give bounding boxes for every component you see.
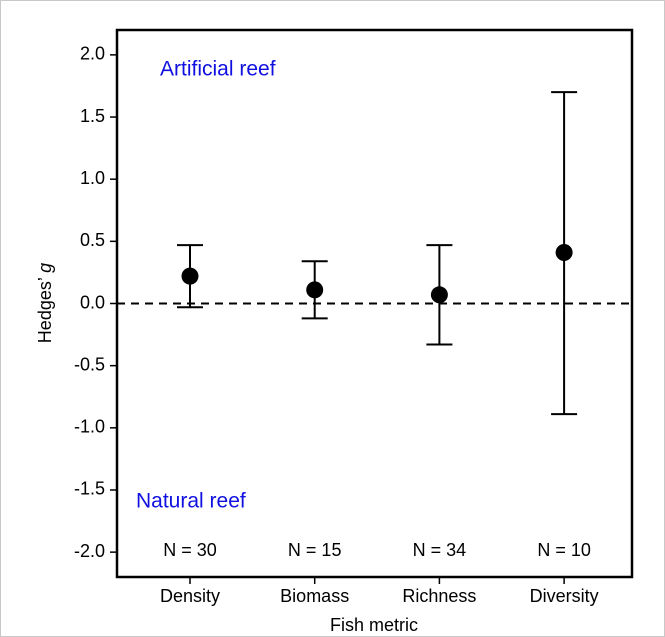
- y-label-italic: g: [35, 263, 55, 273]
- point: [430, 286, 448, 304]
- x-axis-label: Fish metric: [330, 615, 418, 635]
- y-tick-label: -0.5: [74, 354, 105, 374]
- x-tick-label: Biomass: [280, 586, 349, 606]
- point: [181, 267, 199, 285]
- y-tick-label: -2.0: [74, 541, 105, 561]
- annotation: Natural reef: [136, 490, 246, 513]
- point: [306, 281, 324, 299]
- x-tick-label: Diversity: [530, 586, 599, 606]
- n-label: N = 15: [288, 540, 342, 560]
- y-tick-label: 2.0: [80, 44, 105, 64]
- n-label: N = 34: [413, 540, 467, 560]
- annotation: Artificial reef: [160, 58, 276, 81]
- y-tick-label: -1.5: [74, 479, 105, 499]
- n-label: N = 30: [163, 540, 217, 560]
- y-tick-label: 0.5: [80, 230, 105, 250]
- n-label: N = 10: [537, 540, 591, 560]
- x-tick-label: Richness: [402, 586, 476, 606]
- x-tick-label: Density: [160, 586, 220, 606]
- y-tick-label: -1.0: [74, 417, 105, 437]
- plot-frame: [115, 28, 634, 579]
- y-axis-label: Hedges’ g: [35, 263, 55, 343]
- y-tick-label: 1.0: [80, 168, 105, 188]
- y-tick-label: 0.0: [80, 292, 105, 312]
- y-tick-label: 1.5: [80, 106, 105, 126]
- point: [555, 244, 573, 262]
- y-label-text: Hedges’: [35, 273, 55, 343]
